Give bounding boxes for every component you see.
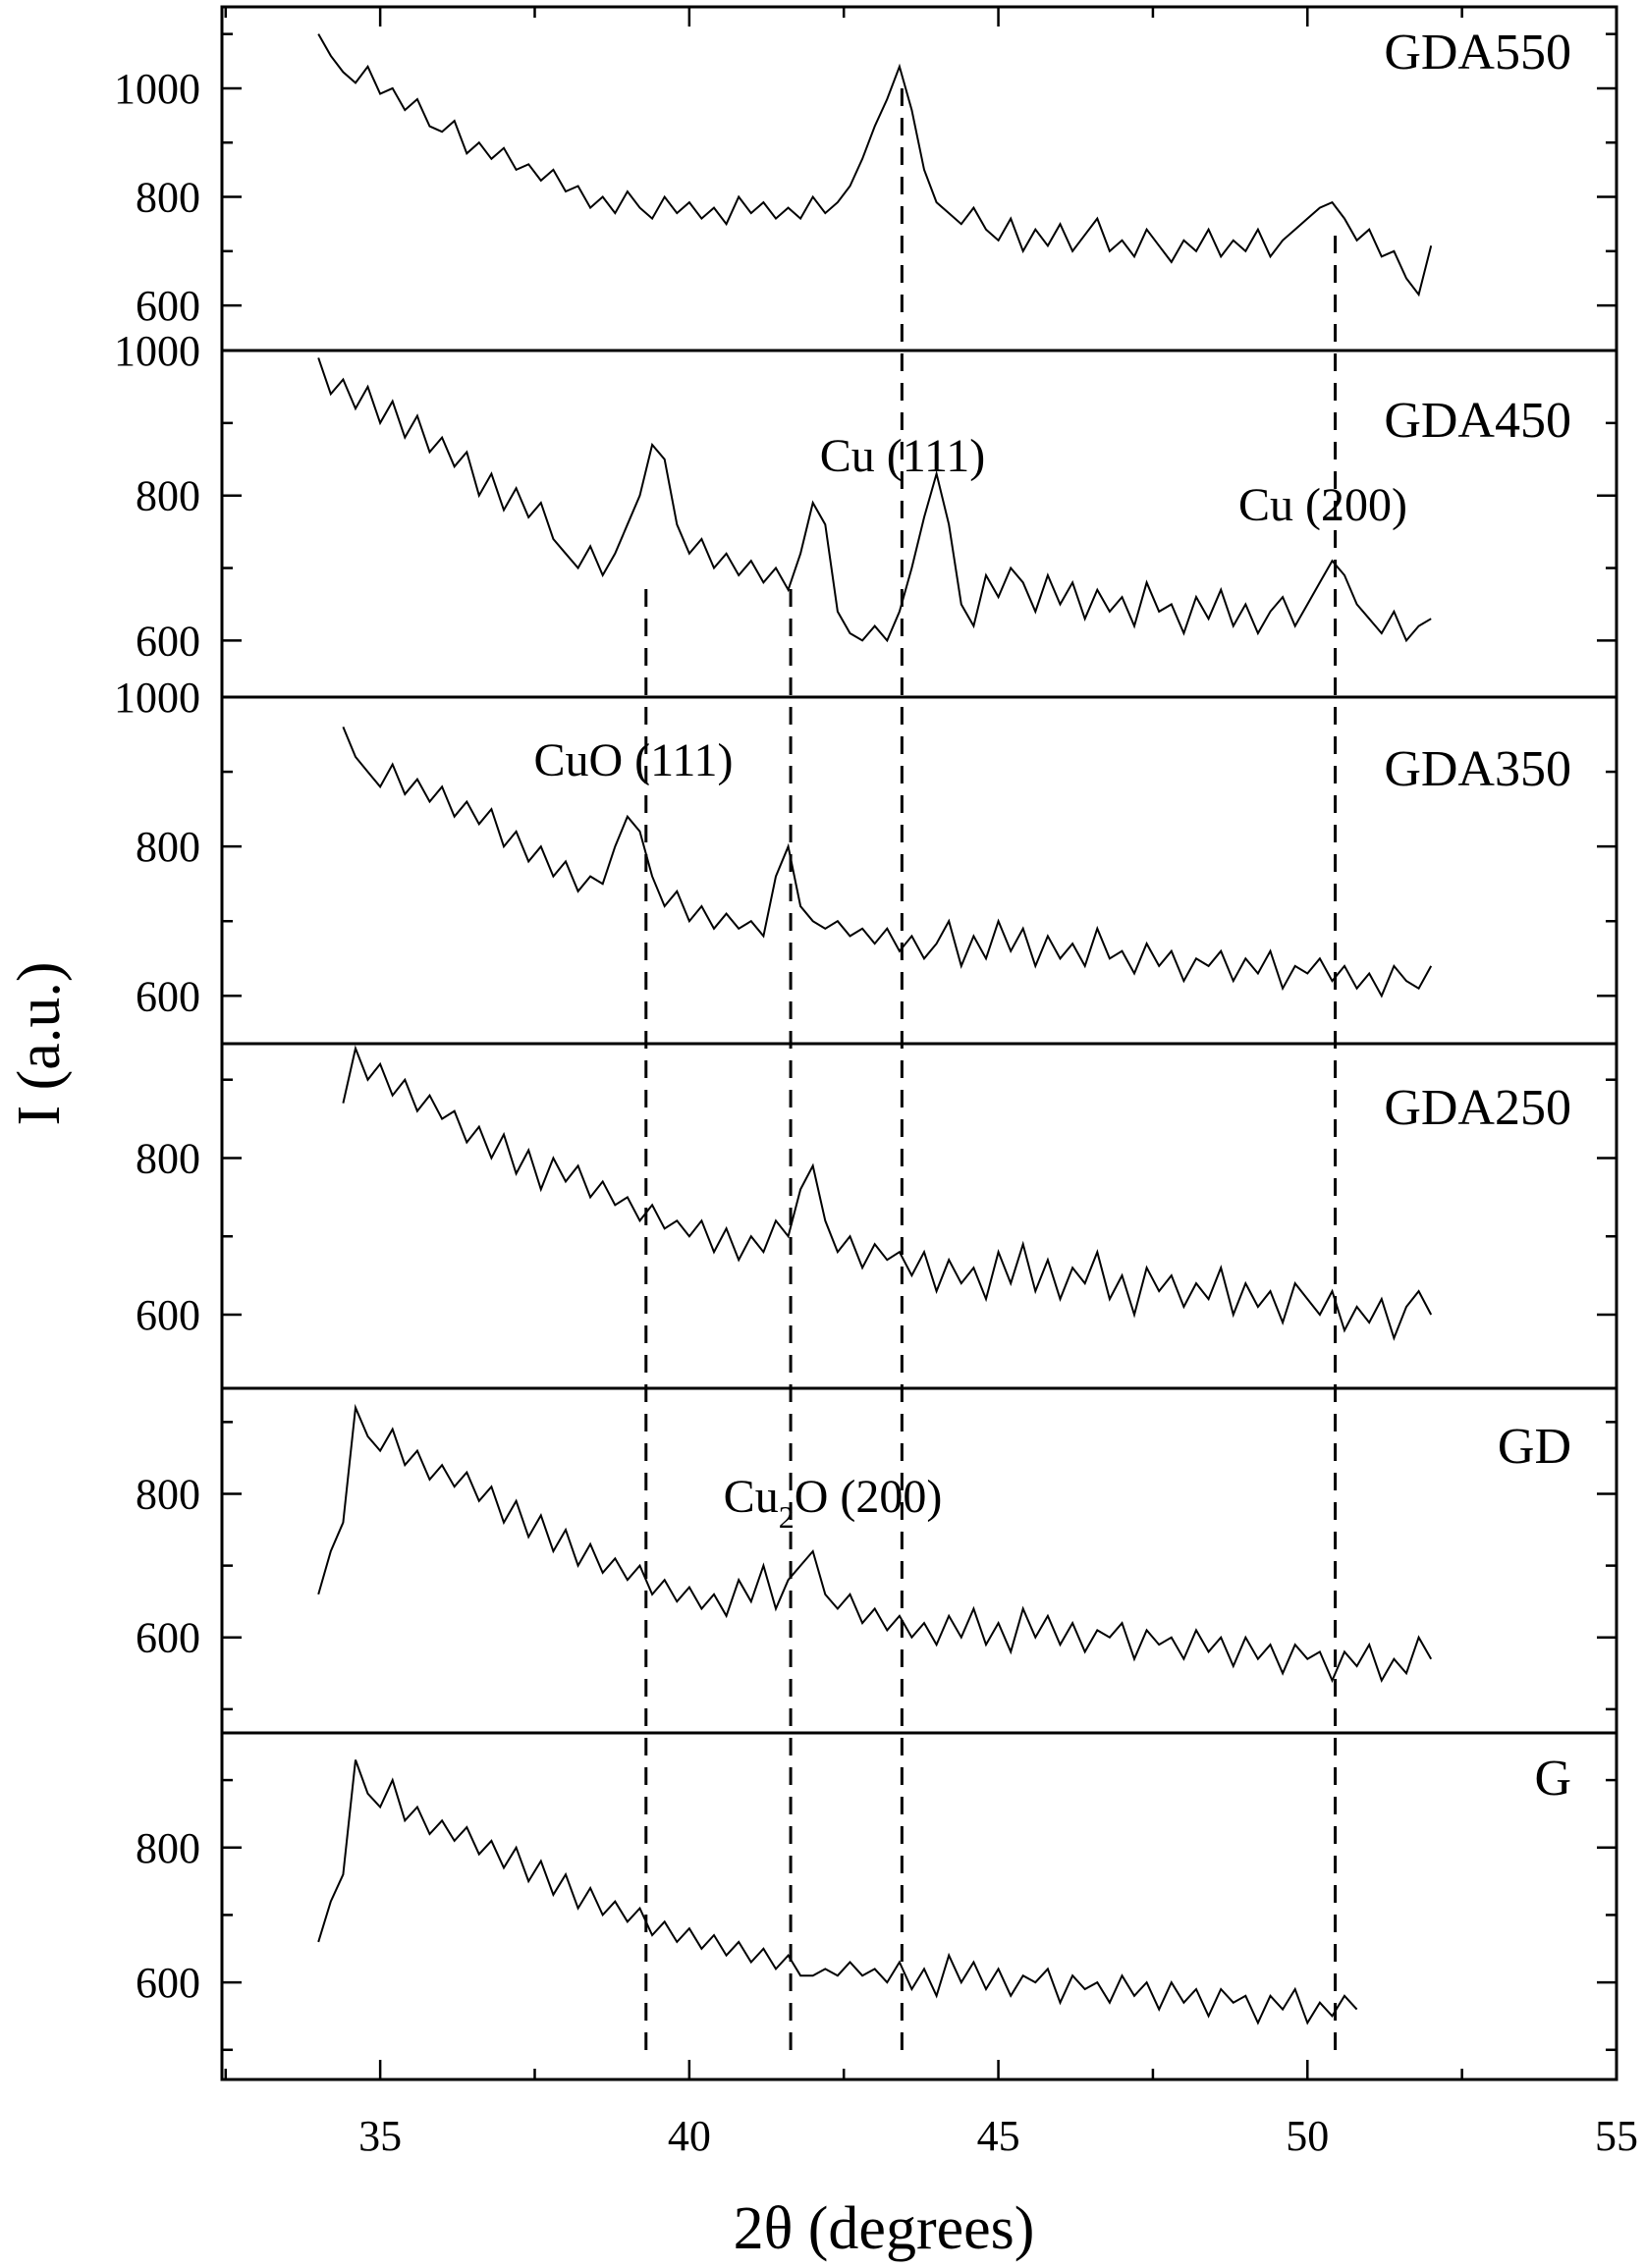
peak-annotation: Cu2O (200) — [724, 1471, 943, 1535]
panel-label: GDA350 — [1384, 741, 1571, 797]
y-tick-label: 800 — [136, 1134, 200, 1182]
peak-annotation: Cu (200) — [1238, 479, 1407, 531]
x-axis-title: 2θ (degrees) — [734, 2195, 1035, 2262]
series-line-g — [317, 1759, 1358, 2025]
panel-label: G — [1534, 1751, 1571, 1807]
panel-frame — [220, 1731, 1618, 2081]
panel-frame — [220, 1386, 1618, 1735]
series-line-gda350 — [342, 727, 1433, 999]
x-tick-label: 35 — [358, 2112, 402, 2160]
y-tick-label: 1000 — [114, 674, 200, 722]
panel-g: 600 800 G — [136, 1731, 1618, 2081]
panel-label: GDA250 — [1384, 1080, 1571, 1136]
y-tick-label: 600 — [136, 972, 200, 1020]
panel-gda450: 600 800 1000 GDA450 — [114, 327, 1618, 699]
y-tick-label: 800 — [136, 823, 200, 871]
y-axis-title: I (a.u.) — [6, 962, 73, 1126]
y-tick-label: 600 — [136, 1959, 200, 2007]
y-tick-label: 1000 — [114, 327, 200, 375]
panel-label: GDA550 — [1384, 25, 1571, 81]
x-tick-label: 45 — [977, 2112, 1020, 2160]
panel-label: GDA450 — [1384, 393, 1571, 449]
series-line-gda450 — [317, 357, 1432, 643]
x-tick-label: 40 — [668, 2112, 711, 2160]
series-line-gd — [317, 1403, 1433, 1684]
y-tick-label: 600 — [136, 282, 200, 330]
series-line-gda550 — [317, 33, 1433, 297]
x-tick-label: 55 — [1595, 2112, 1638, 2160]
panel-gd: 600 800 GD — [136, 1386, 1618, 1735]
series-line-gda250 — [342, 1045, 1433, 1341]
peak-annotation: Cu (111) — [820, 430, 985, 482]
y-tick-label: 600 — [136, 617, 200, 665]
x-tick-label: 50 — [1286, 2112, 1329, 2160]
y-tick-label: 800 — [136, 1470, 200, 1518]
y-tick-label: 1000 — [114, 65, 200, 113]
y-tick-label: 800 — [136, 174, 200, 222]
y-tick-label: 600 — [136, 1291, 200, 1339]
panel-gda350: 600 800 1000 GDA350 — [114, 674, 1618, 1046]
panel-gda550: 600 800 1000 GDA550 — [114, 5, 1618, 352]
panel-gda250: 600 800 GDA250 — [136, 1042, 1618, 1390]
y-tick-label: 600 — [136, 1614, 200, 1662]
y-tick-label: 800 — [136, 472, 200, 520]
y-tick-label: 800 — [136, 1824, 200, 1872]
peak-annotation: CuO (111) — [533, 734, 733, 786]
panel-label: GD — [1498, 1419, 1571, 1475]
